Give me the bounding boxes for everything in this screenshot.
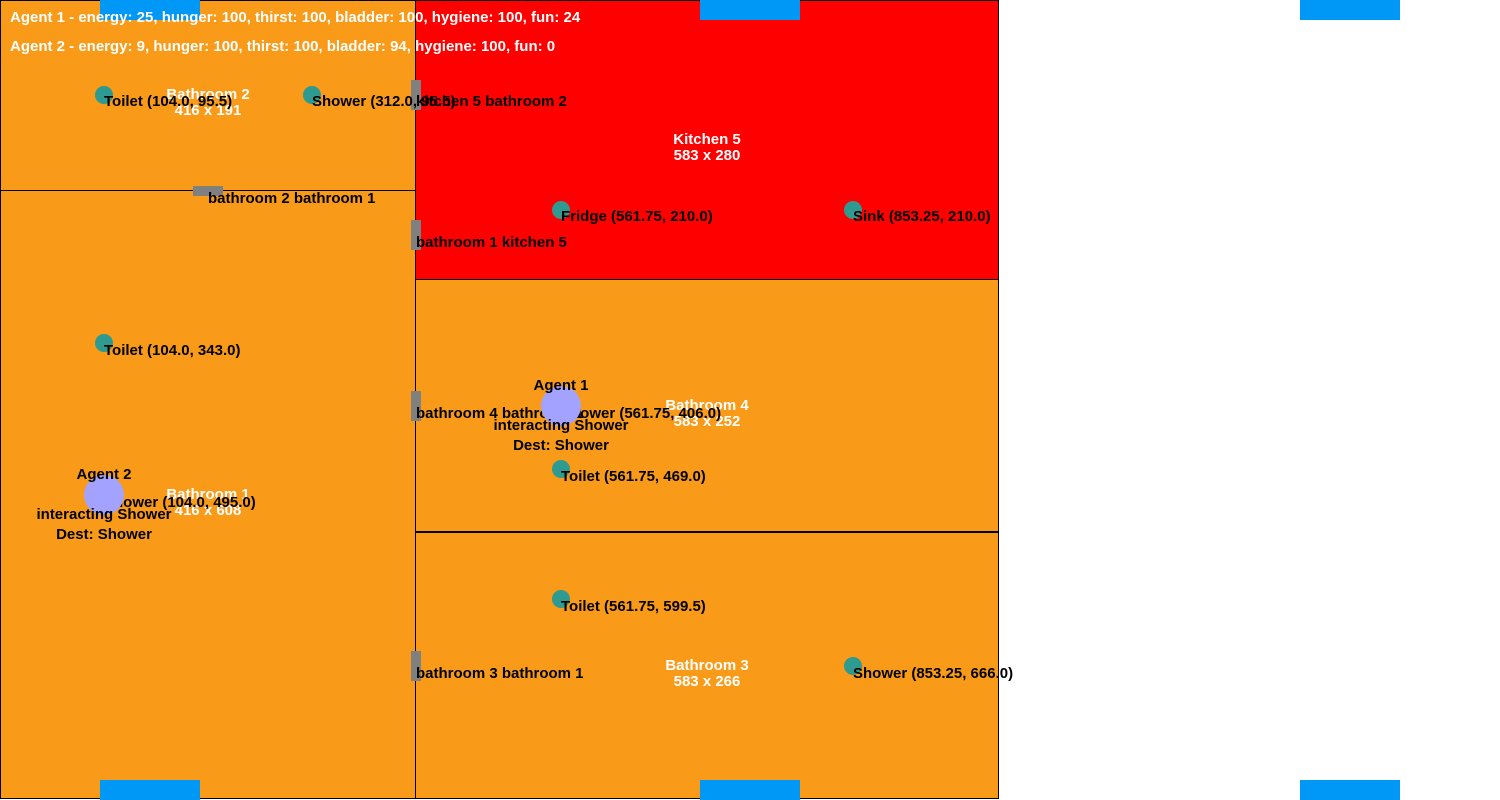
toilet-icon[interactable] [95,334,113,352]
room-name: Bathroom 1 [166,486,250,503]
room-label-bathroom-3: Bathroom 3 583 x 266 [637,658,777,690]
room-name: Kitchen 5 [673,131,741,148]
agent-1-status: Agent 1 - energy: 25, hunger: 100, thirs… [10,9,581,26]
door-label: bathroom 1 kitchen 5 [416,234,567,251]
object-label-shower: Shower (104.0, 495.0) [104,494,256,511]
shower-icon[interactable] [303,86,321,104]
spawn-marker [1300,780,1400,800]
sink-icon[interactable] [844,201,862,219]
room-size: 416 x 191 [174,102,242,119]
door-kitchen5-bathroom2[interactable] [411,80,421,110]
agent-2-destination: Dest: Shower [56,526,152,543]
spawn-marker [700,780,800,800]
spawn-marker [1300,0,1400,20]
spawn-marker [100,780,200,800]
room-name: Bathroom 3 [665,657,749,674]
room-label-bathroom-4: Bathroom 4 583 x 252 [637,398,777,430]
room-size: 583 x 252 [673,413,741,430]
agent-1-name: Agent 1 [533,377,589,394]
room-bathroom-3 [415,532,999,799]
agent-2-action: interacting Shower [36,506,172,523]
room-label-kitchen-5: Kitchen 5 583 x 280 [637,132,777,164]
door-bathroom4-bathroom1[interactable] [411,391,421,421]
room-size: 416 x 608 [174,502,242,519]
object-label-shower: Shower (853.25, 666.0) [853,665,1014,682]
room-name: Bathroom 4 [665,397,749,414]
spawn-marker [100,0,200,20]
toilet-icon[interactable] [552,460,570,478]
room-size: 583 x 280 [673,147,741,164]
door-bathroom2-bathroom1[interactable] [193,186,223,196]
room-label-bathroom-2: Bathroom 2 416 x 191 [138,87,278,119]
object-label-fridge: Fridge (561.75, 210.0) [561,208,713,225]
agent-1-action: interacting Shower [493,417,629,434]
room-bathroom-1 [0,190,417,799]
object-label-shower: Shower (312.0, 95.5) [312,93,456,110]
agent-1-avatar[interactable] [541,386,581,426]
object-label-toilet: Toilet (104.0, 343.0) [104,342,241,359]
room-name: Bathroom 2 [166,86,250,103]
shower-icon[interactable] [844,657,862,675]
door-label: bathroom 3 bathroom 1 [416,665,584,682]
room-label-bathroom-1: Bathroom 1 416 x 608 [138,487,278,519]
agent-2-name: Agent 2 [76,466,132,483]
room-bathroom-4 [415,279,999,532]
object-label-toilet: Toilet (104.0, 95.5) [104,93,233,110]
agent-1-destination: Dest: Shower [513,437,609,454]
door-label: bathroom 2 bathroom 1 [208,190,376,207]
object-label-sink: Sink (853.25, 210.0) [853,208,991,225]
door-bathroom3-bathroom1[interactable] [411,651,421,681]
agent-2-status: Agent 2 - energy: 9, hunger: 100, thirst… [10,38,556,55]
object-label-shower: Shower (561.75, 406.0) [561,405,722,422]
object-label-toilet: Toilet (561.75, 599.5) [561,598,706,615]
room-bathroom-2 [0,0,417,192]
toilet-icon[interactable] [552,590,570,608]
door-bathroom1-kitchen5[interactable] [411,220,421,250]
door-label: kitchen 5 bathroom 2 [416,93,567,110]
toilet-icon[interactable] [95,86,113,104]
fridge-icon[interactable] [552,201,570,219]
room-size: 583 x 266 [673,673,741,690]
object-label-toilet: Toilet (561.75, 469.0) [561,468,706,485]
spawn-marker [700,0,800,20]
agent-2-avatar[interactable] [84,475,124,515]
